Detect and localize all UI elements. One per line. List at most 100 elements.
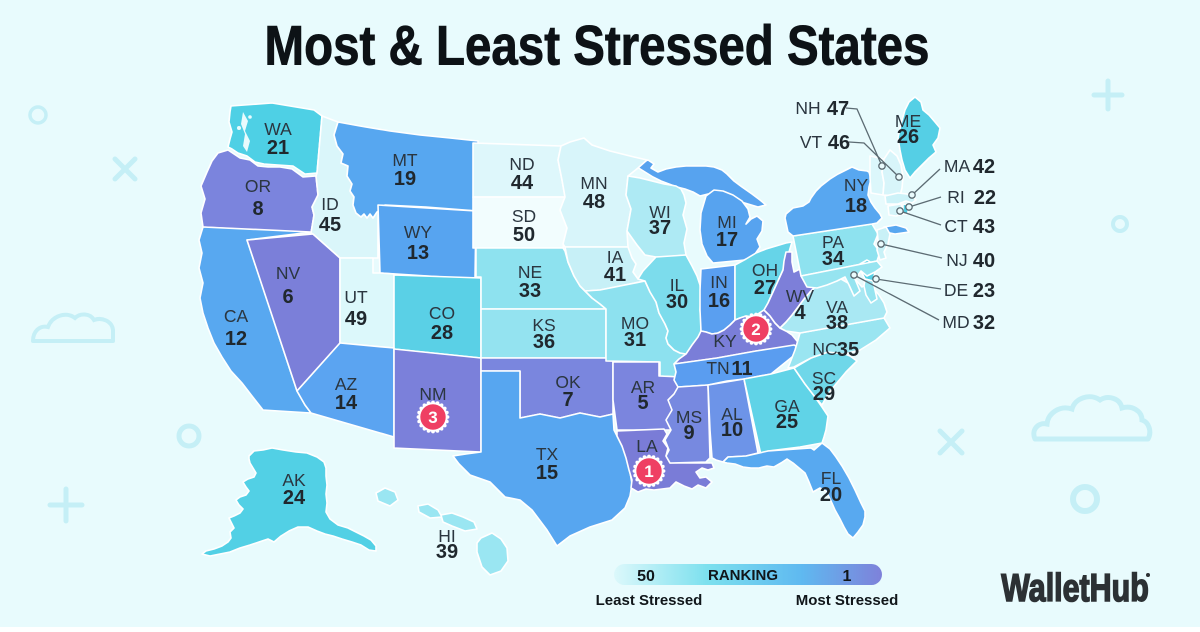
- svg-text:NM: NM: [419, 384, 446, 404]
- svg-text:42: 42: [973, 156, 995, 178]
- svg-text:15: 15: [536, 462, 558, 484]
- svg-text:40: 40: [973, 250, 995, 272]
- svg-text:36: 36: [533, 331, 555, 353]
- svg-text:NH: NH: [795, 98, 820, 118]
- svg-text:IN: IN: [710, 272, 728, 292]
- svg-text:FL: FL: [821, 468, 842, 488]
- svg-text:WalletHub: WalletHub: [1001, 566, 1149, 609]
- svg-text:25: 25: [776, 411, 798, 433]
- svg-text:50: 50: [637, 568, 655, 585]
- svg-text:18: 18: [845, 195, 867, 217]
- svg-text:NV: NV: [276, 263, 301, 283]
- svg-text:38: 38: [826, 312, 848, 334]
- svg-text:SD: SD: [512, 206, 536, 226]
- svg-text:5: 5: [637, 392, 648, 414]
- svg-text:37: 37: [649, 217, 671, 239]
- svg-text:47: 47: [827, 98, 849, 120]
- svg-text:ID: ID: [321, 194, 339, 214]
- svg-text:KS: KS: [532, 315, 555, 335]
- svg-text:28: 28: [431, 322, 453, 344]
- svg-text:41: 41: [604, 264, 626, 286]
- svg-text:AR: AR: [631, 377, 655, 397]
- svg-text:3: 3: [428, 408, 437, 427]
- svg-text:8: 8: [252, 198, 263, 220]
- svg-text:43: 43: [973, 216, 995, 238]
- svg-text:OK: OK: [555, 372, 581, 392]
- svg-text:13: 13: [407, 242, 429, 264]
- svg-text:GA: GA: [774, 396, 800, 416]
- svg-text:20: 20: [820, 484, 842, 506]
- svg-text:MN: MN: [580, 173, 607, 193]
- svg-text:MA: MA: [944, 156, 971, 176]
- svg-text:23: 23: [973, 280, 995, 302]
- svg-text:DE: DE: [944, 280, 968, 300]
- svg-text:1: 1: [843, 568, 852, 585]
- svg-text:CO: CO: [429, 303, 455, 323]
- svg-text:34: 34: [822, 248, 845, 270]
- svg-text:IL: IL: [670, 275, 685, 295]
- svg-text:16: 16: [708, 290, 730, 312]
- svg-text:KY: KY: [713, 331, 737, 351]
- svg-text:MT: MT: [392, 150, 418, 170]
- svg-text:WV: WV: [786, 286, 815, 306]
- svg-text:21: 21: [267, 137, 289, 159]
- svg-text:NE: NE: [518, 262, 542, 282]
- svg-text:9: 9: [683, 422, 694, 444]
- svg-text:AK: AK: [282, 470, 306, 490]
- svg-text:35: 35: [837, 339, 859, 361]
- svg-text:MI: MI: [717, 212, 736, 232]
- svg-text:33: 33: [519, 280, 541, 302]
- svg-text:AZ: AZ: [335, 374, 358, 394]
- svg-text:45: 45: [319, 214, 341, 236]
- svg-text:7: 7: [562, 389, 573, 411]
- svg-text:31: 31: [624, 329, 646, 351]
- svg-text:MO: MO: [621, 313, 649, 333]
- svg-text:Most & Least Stressed States: Most & Least Stressed States: [265, 15, 930, 78]
- svg-text:ME: ME: [895, 111, 921, 131]
- svg-text:NJ: NJ: [946, 250, 967, 270]
- svg-text:10: 10: [721, 419, 743, 441]
- svg-text:PA: PA: [822, 232, 844, 252]
- svg-text:NC: NC: [812, 339, 837, 359]
- svg-text:Most Stressed: Most Stressed: [796, 592, 899, 609]
- svg-text:1: 1: [644, 462, 653, 481]
- svg-text:MS: MS: [676, 407, 702, 427]
- svg-text:19: 19: [394, 168, 416, 190]
- svg-text:SC: SC: [812, 368, 836, 388]
- svg-text:VA: VA: [826, 297, 848, 317]
- svg-text:14: 14: [335, 392, 358, 414]
- svg-text:26: 26: [897, 126, 919, 148]
- svg-text:CT: CT: [944, 216, 968, 236]
- svg-text:ND: ND: [509, 154, 534, 174]
- svg-text:22: 22: [974, 187, 996, 209]
- svg-text:AL: AL: [721, 404, 743, 424]
- svg-text:4: 4: [794, 302, 806, 324]
- svg-text:39: 39: [436, 541, 458, 563]
- svg-text:OH: OH: [752, 260, 778, 280]
- svg-text:MD: MD: [942, 312, 969, 332]
- svg-text:OR: OR: [245, 176, 271, 196]
- svg-text:UT: UT: [344, 287, 368, 307]
- svg-text:2: 2: [751, 320, 760, 339]
- svg-text:29: 29: [813, 383, 835, 405]
- svg-text:WY: WY: [404, 222, 433, 242]
- svg-text:24: 24: [283, 487, 306, 509]
- svg-text:RI: RI: [947, 187, 965, 207]
- svg-text:32: 32: [973, 312, 995, 334]
- svg-text:44: 44: [511, 172, 534, 194]
- svg-text:17: 17: [716, 229, 738, 251]
- svg-text:46: 46: [828, 132, 850, 154]
- svg-text:RANKING: RANKING: [708, 567, 778, 584]
- svg-text:30: 30: [666, 291, 688, 313]
- svg-text:HI: HI: [438, 526, 456, 546]
- svg-text:VT: VT: [800, 132, 823, 152]
- svg-text:27: 27: [754, 277, 776, 299]
- svg-text:IA: IA: [607, 247, 624, 267]
- svg-text:LA: LA: [636, 436, 658, 456]
- svg-text:NY: NY: [844, 175, 869, 195]
- svg-text:11: 11: [731, 358, 752, 380]
- svg-text:48: 48: [583, 191, 605, 213]
- svg-text:6: 6: [282, 286, 293, 308]
- svg-text:TN: TN: [706, 358, 729, 378]
- svg-text:49: 49: [345, 308, 367, 330]
